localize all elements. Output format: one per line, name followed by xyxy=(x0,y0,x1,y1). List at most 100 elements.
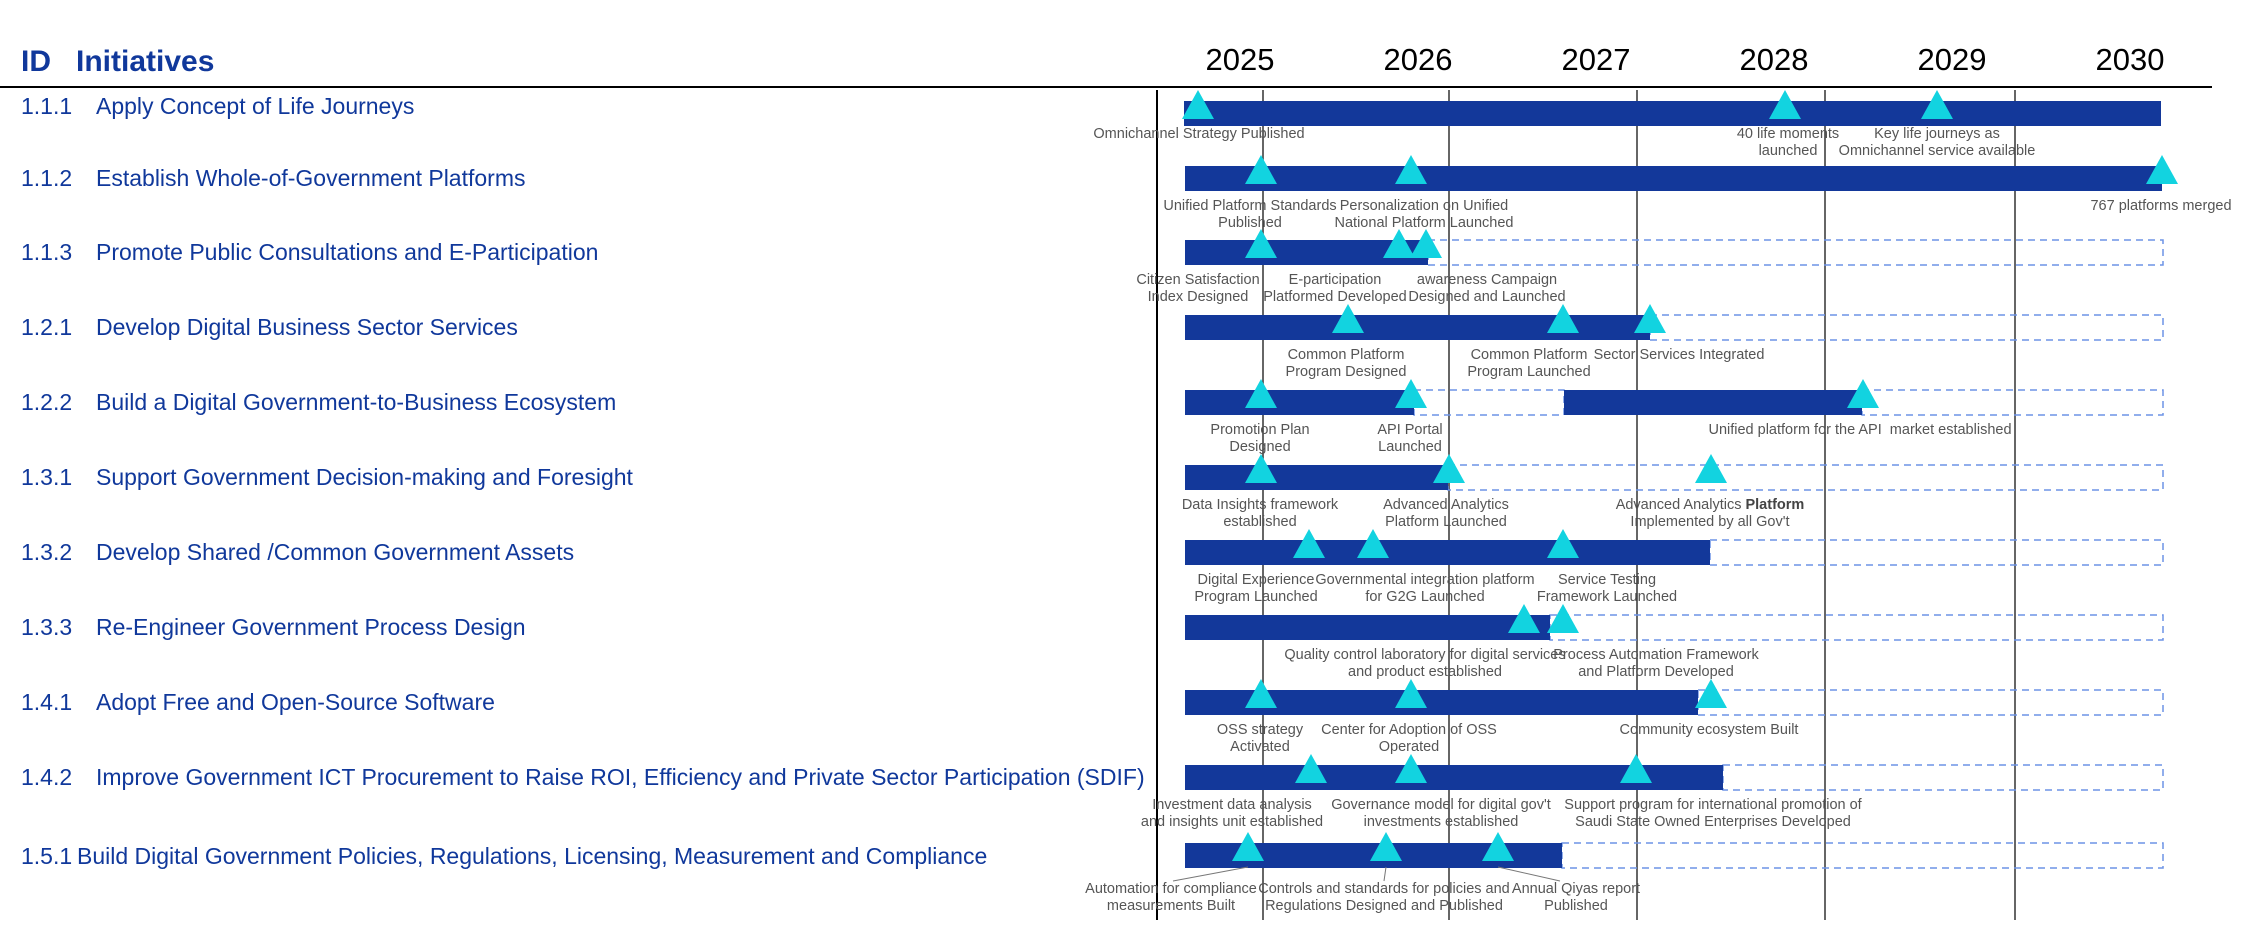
milestone-triangle-icon xyxy=(1547,304,1579,333)
milestone-triangle-icon xyxy=(1295,754,1327,783)
milestone-label: Data Insights framework established xyxy=(1181,497,1339,530)
milestone-label: Governmental integration platform for G2… xyxy=(1315,572,1535,605)
milestone-label: Common Platform Program Launched xyxy=(1467,347,1591,380)
milestone-label: awareness Campaign Designed and Launched xyxy=(1408,272,1566,305)
year-header-2029: 2029 xyxy=(1917,42,1987,77)
planned-bar-dashed xyxy=(1413,389,1565,416)
milestone-label: E-participation Platformed Developed xyxy=(1263,272,1407,305)
milestone-label: Support program for international promot… xyxy=(1564,797,1862,830)
row-initiative-name: Support Government Decision-making and F… xyxy=(96,464,633,490)
milestone-label: 767 platforms merged xyxy=(2090,198,2232,214)
milestone-triangle-icon xyxy=(1482,832,1514,861)
milestone-triangle-icon xyxy=(1245,229,1277,258)
milestone-triangle-icon xyxy=(1395,679,1427,708)
milestone-triangle-icon xyxy=(1395,754,1427,783)
row-initiative-name: Build Digital Government Policies, Regul… xyxy=(77,843,988,869)
planned-bar-dashed xyxy=(1447,464,2164,491)
planned-bar-dashed xyxy=(1709,539,2164,566)
milestone-label: Personalization on Unified National Plat… xyxy=(1334,198,1514,231)
leader-line xyxy=(1383,866,1387,882)
milestone-triangle-icon xyxy=(1695,454,1727,483)
row-initiative-name: Develop Digital Business Sector Services xyxy=(96,314,518,340)
row-initiative-name: Apply Concept of Life Journeys xyxy=(96,93,415,119)
row-initiative-name: Establish Whole-of-Government Platforms xyxy=(96,165,526,191)
milestone-triangle-icon xyxy=(1508,604,1540,633)
milestone-triangle-icon xyxy=(1245,379,1277,408)
milestone-triangle-icon xyxy=(1634,304,1666,333)
milestone-triangle-icon xyxy=(1245,454,1277,483)
milestone-label: Governance model for digital gov't inves… xyxy=(1331,797,1551,830)
milestone-label: Unified Platform Standards Published xyxy=(1163,198,1337,231)
row-initiative-name: Build a Digital Government-to-Business E… xyxy=(96,389,617,415)
row-id: 1.1.3 xyxy=(21,239,73,265)
milestone-triangle-icon xyxy=(1620,754,1652,783)
row-id: 1.5.1 xyxy=(21,843,73,869)
milestone-label: Common Platform Program Designed xyxy=(1285,347,1407,380)
milestone-triangle-icon xyxy=(1769,90,1801,119)
year-header-2027: 2027 xyxy=(1561,42,1631,77)
row-initiative-name: Develop Shared /Common Government Assets xyxy=(96,539,575,565)
milestone-triangle-icon xyxy=(1547,604,1579,633)
milestone-triangle-icon xyxy=(1232,832,1264,861)
timeline-bar xyxy=(1185,315,1650,340)
milestone-label: OSS strategy Activated xyxy=(1216,722,1304,755)
milestone-triangle-icon xyxy=(1383,229,1415,258)
planned-bar-dashed xyxy=(1697,689,2164,716)
initiatives-column-header: Initiatives xyxy=(76,45,215,78)
milestone-label: Unified platform for the API market esta… xyxy=(1708,422,2012,438)
leader-line xyxy=(1172,866,1249,882)
milestone-triangle-icon xyxy=(1357,529,1389,558)
milestone-label: 40 life moments launched xyxy=(1736,126,1840,159)
row-initiative-name: Improve Government ICT Procurement to Ra… xyxy=(96,764,1145,790)
milestone-triangle-icon xyxy=(1410,229,1442,258)
timeline-bar xyxy=(1185,465,1448,490)
milestone-label: Digital Experience Program Launched xyxy=(1194,572,1318,605)
row-id: 1.1.2 xyxy=(21,165,73,191)
planned-bar-dashed xyxy=(1427,239,2164,266)
row-id: 1.3.3 xyxy=(21,614,73,640)
row-initiative-name: Re-Engineer Government Process Design xyxy=(96,614,526,640)
milestone-triangle-icon xyxy=(1245,155,1277,184)
milestone-label: Center for Adoption of OSS Operated xyxy=(1321,722,1497,755)
milestone-label: Advanced Analytics Platform Launched xyxy=(1383,497,1509,530)
milestone-triangle-icon xyxy=(2146,155,2178,184)
milestone-label: Advanced Analytics Platform Implemented … xyxy=(1615,497,1805,530)
milestone-label: Key life journeys as Omnichannel service… xyxy=(1838,126,2036,159)
milestone-label: Investment data analysis and insights un… xyxy=(1140,797,1324,830)
milestone-label: Automation for compliance measurements B… xyxy=(1085,881,1257,914)
timeline-bar xyxy=(1564,390,1862,415)
milestone-label: Controls and standards for policies and … xyxy=(1258,881,1510,914)
timeline-bar xyxy=(1185,390,1414,415)
year-header-2030: 2030 xyxy=(2095,42,2165,77)
milestone-label: Community ecosystem Built xyxy=(1619,722,1799,738)
year-header-2026: 2026 xyxy=(1383,42,1453,77)
milestone-triangle-icon xyxy=(1395,379,1427,408)
milestone-triangle-icon xyxy=(1245,679,1277,708)
milestone-triangle-icon xyxy=(1182,90,1214,119)
row-initiative-name: Adopt Free and Open-Source Software xyxy=(96,689,495,715)
planned-bar-dashed xyxy=(1561,842,2164,869)
row-id: 1.2.1 xyxy=(21,314,73,340)
year-header-2025: 2025 xyxy=(1205,42,1275,77)
timeline-bar xyxy=(1185,540,1710,565)
milestone-triangle-icon xyxy=(1370,832,1402,861)
milestone-triangle-icon xyxy=(1433,454,1465,483)
year-header-2028: 2028 xyxy=(1739,42,1809,77)
milestone-triangle-icon xyxy=(1293,529,1325,558)
milestone-triangle-icon xyxy=(1921,90,1953,119)
row-id: 1.1.1 xyxy=(21,93,73,119)
row-id: 1.4.1 xyxy=(21,689,73,715)
milestone-label: Quality control laboratory for digital s… xyxy=(1284,647,1566,680)
milestone-label: Service Testing Framework Launched xyxy=(1536,572,1678,605)
row-initiative-name: Promote Public Consultations and E-Parti… xyxy=(96,239,599,265)
milestone-label: Promotion Plan Designed xyxy=(1210,422,1310,455)
milestone-label: Process Automation Framework and Platfor… xyxy=(1553,647,1759,680)
leader-line xyxy=(1497,866,1561,882)
milestone-triangle-icon xyxy=(1847,379,1879,408)
planned-bar-dashed xyxy=(1722,764,2164,791)
timeline-bar xyxy=(1184,101,2161,126)
milestone-label: API Portal Launched xyxy=(1377,422,1443,455)
milestone-triangle-icon xyxy=(1395,155,1427,184)
